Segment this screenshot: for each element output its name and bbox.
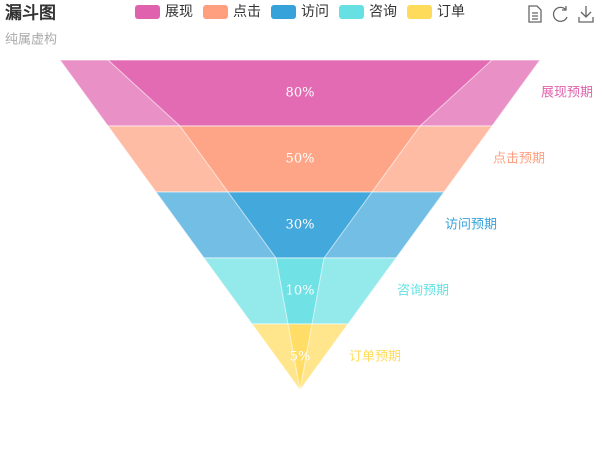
legend-swatch[interactable] xyxy=(135,5,160,19)
outer-label: 访问预期 xyxy=(445,218,497,233)
toolbox xyxy=(528,5,594,23)
legend-swatch[interactable] xyxy=(203,5,228,19)
value-label: 30% xyxy=(286,218,315,233)
chart-title: 漏斗图 xyxy=(5,4,56,24)
legend-label[interactable]: 展现 xyxy=(165,4,193,20)
outer-label: 订单预期 xyxy=(349,350,401,365)
outer-label: 咨询预期 xyxy=(397,284,449,299)
legend-label[interactable]: 订单 xyxy=(437,4,465,20)
outer-label: 点击预期 xyxy=(493,152,545,167)
value-label: 80% xyxy=(286,86,315,101)
value-label: 10% xyxy=(286,284,315,299)
save-icon[interactable] xyxy=(578,6,594,23)
legend-swatch[interactable] xyxy=(339,5,364,19)
outer-label: 展现预期 xyxy=(541,86,593,101)
data-view-icon[interactable] xyxy=(528,5,542,23)
legend-label[interactable]: 咨询 xyxy=(369,4,397,20)
legend-swatch[interactable] xyxy=(407,5,432,19)
legend-label[interactable]: 访问 xyxy=(301,4,329,20)
legend-label[interactable]: 点击 xyxy=(233,4,261,20)
legend-swatch[interactable] xyxy=(271,5,296,19)
chart-subtitle: 纯属虚构 xyxy=(5,33,57,48)
value-label: 50% xyxy=(286,152,315,167)
restore-icon[interactable] xyxy=(552,6,568,22)
funnel-segment xyxy=(287,323,313,391)
value-label: 5% xyxy=(290,350,311,365)
